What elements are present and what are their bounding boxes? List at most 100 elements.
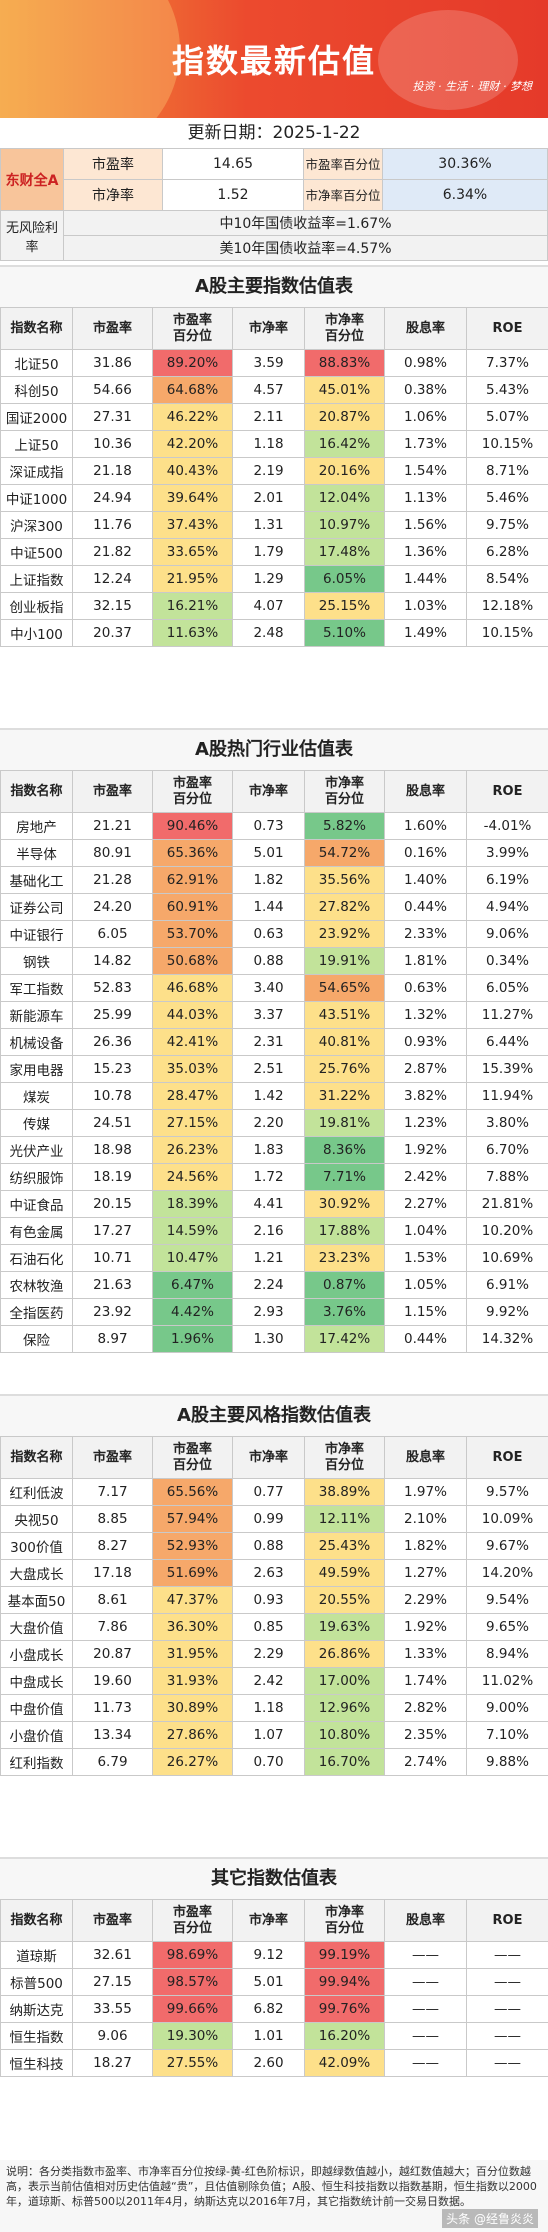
pb-percentile-cell: 30.92% (304, 1190, 385, 1218)
index-name: 小盘成长 (0, 1640, 73, 1668)
pb-percentile-cell: 27.82% (304, 893, 385, 921)
pb-cell: 1.07 (232, 1721, 305, 1749)
table-row: 农林牧渔 21.63 6.47% 2.24 0.87% 1.05% 6.91% (0, 1271, 548, 1299)
index-name: 300价值 (0, 1532, 73, 1560)
roe-cell: 3.80% (466, 1109, 548, 1137)
pb-percentile-cell: 5.10% (304, 619, 385, 647)
pe-cell: 18.27 (72, 2049, 153, 2077)
pb-pct-label: 市净率百分位 (303, 179, 383, 211)
pb-percentile-cell: 17.00% (304, 1667, 385, 1695)
table-row: 300价值 8.27 52.93% 0.88 25.43% 1.82% 9.67% (0, 1532, 548, 1560)
pb-percentile-cell: 7.71% (304, 1163, 385, 1191)
roe-cell: 7.37% (466, 349, 548, 377)
pe-pct-label: 市盈率百分位 (303, 148, 383, 180)
pe-percentile-cell: 64.68% (152, 376, 233, 404)
risk-free-label: 无风险利率 (0, 210, 64, 261)
index-name: 科创50 (0, 376, 73, 404)
roe-cell: 9.57% (466, 1478, 548, 1506)
dividend-cell: —— (384, 1941, 467, 1969)
pb-percentile-cell: 26.86% (304, 1640, 385, 1668)
pb-cell: 4.41 (232, 1190, 305, 1218)
index-name: 创业板指 (0, 592, 73, 620)
index-name: 上证50 (0, 430, 73, 458)
pb-cell: 0.88 (232, 947, 305, 975)
index-name: 全指医药 (0, 1298, 73, 1326)
dividend-cell: 2.33% (384, 920, 467, 948)
pb-cell: 0.88 (232, 1532, 305, 1560)
pb-percentile-cell: 99.76% (304, 1995, 385, 2023)
pb-cell: 3.59 (232, 349, 305, 377)
pe-cell: 10.36 (72, 430, 153, 458)
pb-percentile-cell: 23.23% (304, 1244, 385, 1272)
dividend-cell: 3.82% (384, 1082, 467, 1110)
column-header: ROE (466, 770, 548, 813)
dividend-cell: 0.44% (384, 893, 467, 921)
table-row: 上证50 10.36 42.20% 1.18 16.42% 1.73% 10.15% (0, 430, 548, 458)
index-name: 光伏产业 (0, 1136, 73, 1164)
index-name: 基础化工 (0, 866, 73, 894)
pb-cell: 2.60 (232, 2049, 305, 2077)
column-header: 市净率 百分位 (304, 307, 385, 350)
table-row: 军工指数 52.83 46.68% 3.40 54.65% 0.63% 6.05% (0, 974, 548, 1002)
table-row: 石油石化 10.71 10.47% 1.21 23.23% 1.53% 10.69% (0, 1244, 548, 1272)
pe-percentile-cell: 98.57% (152, 1968, 233, 1996)
index-name: 传媒 (0, 1109, 73, 1137)
roe-cell: 6.44% (466, 1028, 548, 1056)
pb-percentile-cell: 20.16% (304, 457, 385, 485)
column-header: 市净率 (232, 1899, 305, 1942)
pe-percentile-cell: 39.64% (152, 484, 233, 512)
dividend-cell: 1.53% (384, 1244, 467, 1272)
index-name: 中证食品 (0, 1190, 73, 1218)
column-header: 市盈率 百分位 (152, 770, 233, 813)
dividend-cell: 1.92% (384, 1613, 467, 1641)
table-row: 有色金属 17.27 14.59% 2.16 17.88% 1.04% 10.20% (0, 1217, 548, 1245)
index-name: 标普500 (0, 1968, 73, 1996)
roe-cell: 6.05% (466, 974, 548, 1002)
pe-cell: 10.71 (72, 1244, 153, 1272)
pe-percentile-cell: 6.47% (152, 1271, 233, 1299)
roe-cell: 14.32% (466, 1325, 548, 1353)
style-index-section: A股主要风格指数估值表 指数名称 市盈率 市盈率 百分位 市净率 市净率 百分位 股息率 ROE 红… (0, 1394, 548, 1776)
dividend-cell: 1.32% (384, 1001, 467, 1029)
pe-value: 14.65 (162, 148, 304, 180)
pe-percentile-cell: 26.23% (152, 1136, 233, 1164)
index-name: 大盘价值 (0, 1613, 73, 1641)
table-row: 证券公司 24.20 60.91% 1.44 27.82% 0.44% 4.94% (0, 893, 548, 921)
dividend-cell: 1.27% (384, 1559, 467, 1587)
valuation-table: 指数名称 市盈率 市盈率 百分位 市净率 市净率 百分位 股息率 ROE 道琼斯 32.61 98.6… (0, 1899, 548, 2077)
dividend-cell: 1.05% (384, 1271, 467, 1299)
pb-percentile-cell: 54.65% (304, 974, 385, 1002)
column-header: 指数名称 (0, 1436, 73, 1479)
pe-cell: 19.60 (72, 1667, 153, 1695)
column-header: 指数名称 (0, 1899, 73, 1942)
pe-cell: 80.91 (72, 839, 153, 867)
column-header: 指数名称 (0, 770, 73, 813)
pe-cell: 13.34 (72, 1721, 153, 1749)
table-row: 机械设备 26.36 42.41% 2.31 40.81% 0.93% 6.44% (0, 1028, 548, 1056)
pb-percentile-cell: 17.48% (304, 538, 385, 566)
pb-cell: 4.57 (232, 376, 305, 404)
pe-cell: 23.92 (72, 1298, 153, 1326)
table-row: 保险 8.97 1.96% 1.30 17.42% 0.44% 14.32% (0, 1325, 548, 1353)
dividend-cell: 0.98% (384, 349, 467, 377)
pb-cell: 1.21 (232, 1244, 305, 1272)
pb-cell: 5.01 (232, 1968, 305, 1996)
index-name: 新能源车 (0, 1001, 73, 1029)
dividend-cell: 1.54% (384, 457, 467, 485)
valuation-table: 指数名称 市盈率 市盈率 百分位 市净率 市净率 百分位 股息率 ROE 北证50 31.86 89.… (0, 307, 548, 647)
pb-percentile-cell: 45.01% (304, 376, 385, 404)
column-header: ROE (466, 1436, 548, 1479)
index-name: 深证成指 (0, 457, 73, 485)
pb-cell: 2.29 (232, 1640, 305, 1668)
column-header: 市盈率 (72, 307, 153, 350)
roe-cell: 6.91% (466, 1271, 548, 1299)
pe-cell: 27.15 (72, 1968, 153, 1996)
dividend-cell: 1.04% (384, 1217, 467, 1245)
table-row: 房地产 21.21 90.46% 0.73 5.82% 1.60% -4.01% (0, 812, 548, 840)
pe-percentile-cell: 62.91% (152, 866, 233, 894)
pe-percentile-cell: 24.56% (152, 1163, 233, 1191)
index-name: 大盘成长 (0, 1559, 73, 1587)
pe-cell: 14.82 (72, 947, 153, 975)
pe-percentile-cell: 89.20% (152, 349, 233, 377)
index-name: 钢铁 (0, 947, 73, 975)
